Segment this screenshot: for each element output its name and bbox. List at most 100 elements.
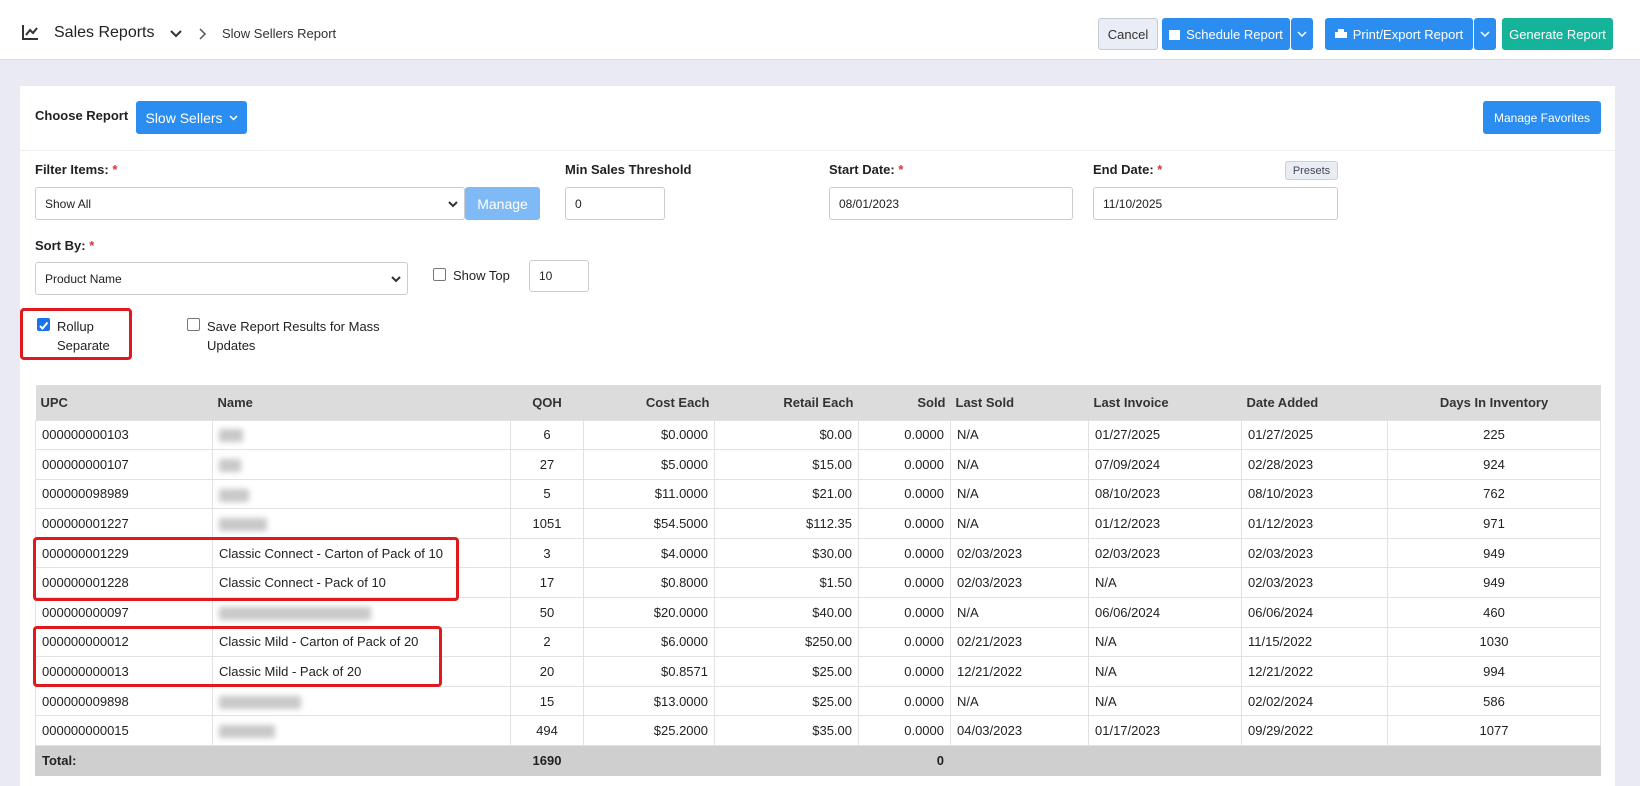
table-cell: $13.0000 [583,685,715,717]
table-row: 000000000013 Classic Mild - Pack of 20 20 $… [35,656,1601,687]
table-cell: Classic Connect - Carton of Pack of 10 [212,537,511,569]
table-cell: 1077 [1387,715,1601,747]
column-header: Name [212,385,511,420]
schedule-dropdown[interactable] [1291,18,1313,50]
table-row: 000000001227 1051 $54.5000 $112.35 0.0000 N/A… [35,508,1601,539]
table-cell: 01/27/2025 [1088,419,1242,451]
start-date-input[interactable]: 08/01/2023 [829,187,1073,220]
total-cell: Total: [35,745,213,776]
table-cell: 0.0000 [858,685,951,717]
table-cell: N/A [1088,685,1242,717]
table-cell: 0.0000 [858,656,951,687]
sort-by-select[interactable]: Product Name [35,262,408,295]
cancel-button[interactable]: Cancel [1098,18,1158,50]
table-cell: $21.00 [714,478,859,510]
table-cell: $40.00 [714,597,859,628]
redacted-name [219,518,267,532]
column-header: Days In Inventory [1387,385,1601,420]
total-cell [714,745,859,776]
required-mark: * [1157,162,1163,177]
schedule-button[interactable]: Schedule Report [1162,18,1290,50]
table-cell: 2 [510,626,584,658]
table-row: 000000000015 494 $25.2000 $35.00 0.0000 04/03… [35,715,1601,747]
table-cell: 02/03/2023 [1241,537,1388,569]
required-mark: * [898,162,904,177]
table-cell: N/A [1088,626,1242,658]
table-body: 000000000103 6 $0.0000 $0.00 0.0000 N/A 01/27/… [35,419,1601,776]
chevron [448,201,458,208]
table-cell: Classic Mild - Pack of 20 [212,656,511,687]
total-row: Total: 1690 0 [35,745,1601,776]
table-cell: 3 [510,537,584,569]
table-row: 000000009898 15 $13.0000 $25.00 0.0000 N/A N/A… [35,685,1601,717]
show-top-checkbox[interactable] [433,268,446,281]
table-cell: 01/27/2025 [1241,419,1388,451]
table-cell: 994 [1387,656,1601,687]
manage-favorites-button[interactable]: Manage Favorites [1483,101,1601,134]
end-date-label: End Date: * [1093,162,1162,177]
table-cell: 762 [1387,478,1601,510]
table-cell: 000000098989 [35,478,213,510]
name-cell [212,685,511,717]
table-cell: $4.0000 [583,537,715,569]
generate-button[interactable]: Generate Report [1502,18,1613,50]
table-cell: $25.2000 [583,715,715,747]
table-cell: 07/09/2024 [1088,449,1242,480]
printer-icon [1334,28,1347,38]
total-cell [950,745,1089,776]
rollup-checkbox[interactable] [37,318,50,331]
show-top-label: Show Top [453,268,510,283]
chevron [228,114,238,121]
report-select-button[interactable]: Slow Sellers [136,101,247,134]
name-cell [212,715,511,747]
choose-report-label: Choose Report [35,108,129,123]
table-cell: 949 [1387,537,1601,569]
table-cell: 0.0000 [858,715,951,747]
column-header: Date Added [1241,385,1388,420]
manage-button[interactable]: Manage [465,187,540,220]
name-cell [212,419,511,451]
table-cell: $30.00 [714,537,859,569]
table-cell: 6 [510,419,584,451]
breadcrumb-separator [199,28,207,40]
print-dropdown[interactable] [1474,18,1496,50]
table-cell: 50 [510,597,584,628]
schedule-label: Schedule Report [1186,26,1283,42]
column-header: UPC [35,385,213,420]
redacted-name [219,606,371,620]
min-sales-input[interactable]: 0 [565,187,665,220]
table-cell: 000000000097 [35,597,213,628]
table-cell: 5 [510,478,584,510]
table-cell: 02/03/2023 [1088,537,1242,569]
table-cell: 02/02/2024 [1241,685,1388,717]
table-cell: 09/29/2022 [1241,715,1388,747]
table-cell: $35.00 [714,715,859,747]
table-cell: 01/17/2023 [1088,715,1242,747]
table-cell: $11.0000 [583,478,715,510]
save-results-checkbox[interactable] [187,318,200,331]
select-value: Show All [45,196,92,211]
table-row: 000000000107 27 $5.0000 $15.00 0.0000 N/A 07/0… [35,449,1601,480]
table-cell: Classic Connect - Pack of 10 [212,567,511,599]
table-cell: 02/03/2023 [1241,567,1388,599]
table-cell: N/A [950,419,1089,451]
filter-items-select[interactable]: Show All [35,187,465,220]
min-sales-label: Min Sales Threshold [565,162,692,177]
table-cell: N/A [950,449,1089,480]
end-date-input[interactable]: 11/10/2025 [1093,187,1338,220]
show-top-input[interactable]: 10 [529,260,589,292]
total-cell [212,745,511,776]
dropdown-chevron[interactable] [170,30,182,38]
chevron [1297,31,1307,37]
table-cell: N/A [1088,567,1242,599]
table-cell: 971 [1387,508,1601,539]
table-cell: 0.0000 [858,597,951,628]
section-title[interactable]: Sales Reports [54,24,155,41]
column-header: QOH [510,385,584,420]
table-cell: 01/12/2023 [1241,508,1388,539]
print-label: Print/Export Report [1352,26,1464,42]
table-cell: $0.8000 [583,567,715,599]
presets-button[interactable]: Presets [1285,161,1338,180]
print-button[interactable]: Print/Export Report [1325,18,1473,50]
